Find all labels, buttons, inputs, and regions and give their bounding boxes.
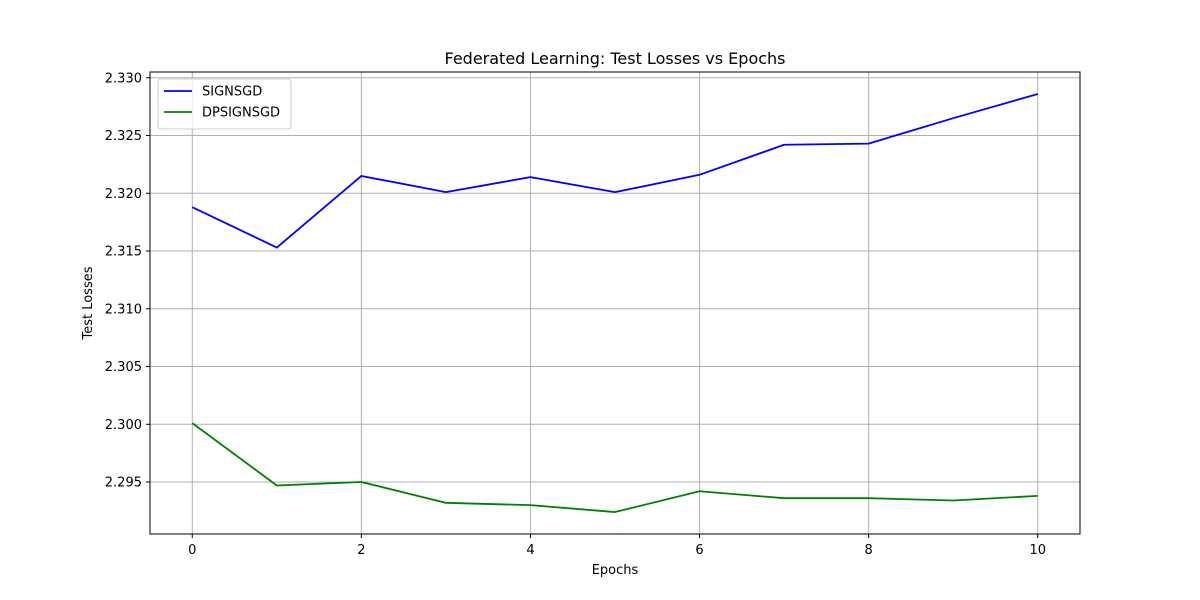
grid-lines [150, 72, 1080, 534]
y-tick-label: 2.325 [105, 129, 142, 144]
y-tick-label: 2.310 [105, 302, 142, 317]
x-tick-label: 8 [864, 543, 872, 558]
y-tick-label: 2.320 [105, 187, 142, 202]
y-axis: 2.295 2.300 2.305 2.310 2.315 2.320 2.325 2.330 [105, 71, 150, 491]
x-axis: 0 2 4 6 8 10 [188, 534, 1046, 558]
y-tick-label: 2.300 [105, 418, 142, 433]
y-tick-label: 2.330 [105, 71, 142, 86]
legend-label: DPSIGNSGD [202, 106, 280, 121]
y-tick-label: 2.305 [105, 360, 142, 375]
chart-title: Federated Learning: Test Losses vs Epoch… [444, 49, 785, 68]
plot-frame [149, 71, 1081, 535]
x-tick-label: 10 [1029, 543, 1046, 558]
series-line-dpsignsgd [191, 422, 1038, 513]
series-layer [191, 93, 1038, 513]
series-line-signsgd [191, 93, 1038, 249]
x-axis-label: Epochs [592, 563, 639, 578]
x-tick-label: 2 [357, 543, 365, 558]
x-tick-label: 4 [526, 543, 534, 558]
x-tick-label: 0 [188, 543, 196, 558]
y-axis-label: Test Losses [81, 266, 96, 340]
x-tick-label: 6 [695, 543, 703, 558]
legend: SIGNSGD DPSIGNSGD [157, 78, 292, 130]
y-tick-label: 2.315 [105, 245, 142, 260]
legend-label: SIGNSGD [202, 85, 262, 100]
y-tick-label: 2.295 [105, 476, 142, 491]
